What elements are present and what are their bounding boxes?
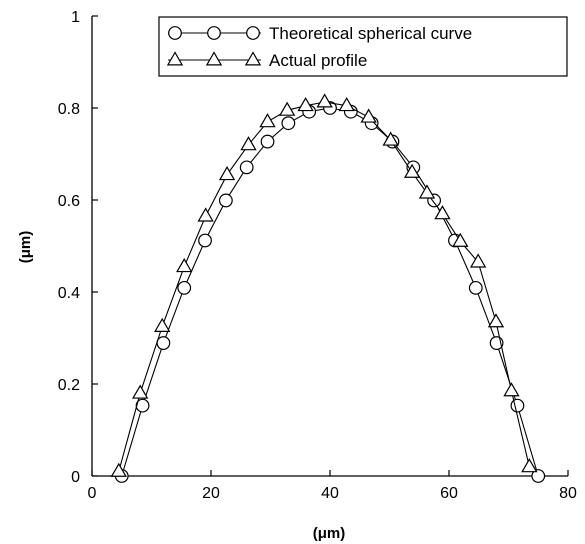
circle-marker xyxy=(531,469,546,483)
series-line xyxy=(118,101,530,472)
triangle-marker xyxy=(132,384,149,399)
y-tick-label: 0.6 xyxy=(58,193,80,210)
circle-marker xyxy=(218,193,233,208)
y-tick-label: 0 xyxy=(71,469,80,486)
triangle-marker xyxy=(110,462,127,477)
triangle-marker xyxy=(382,131,399,146)
legend-box xyxy=(158,16,568,77)
triangle-marker xyxy=(278,101,296,116)
triangle-marker xyxy=(197,207,214,222)
triangle-marker xyxy=(418,184,436,199)
y-tick-label: 0.4 xyxy=(58,285,80,302)
triangle-marker xyxy=(521,458,538,473)
triangle-marker xyxy=(452,232,469,247)
triangle-marker xyxy=(154,317,171,332)
y-tick-label: 0.8 xyxy=(58,101,80,118)
triangle-marker xyxy=(297,96,314,112)
series-circle xyxy=(114,101,546,483)
x-tick-label: 40 xyxy=(321,485,339,502)
circle-marker xyxy=(239,160,254,175)
circle-marker xyxy=(246,26,260,40)
legend-entry-circle: Theoretical spherical curve xyxy=(168,24,472,43)
triangle-marker xyxy=(240,136,257,151)
legend: Theoretical spherical curve Actual profil… xyxy=(158,16,568,77)
series-triangle xyxy=(110,93,538,477)
triangle-marker xyxy=(244,51,262,66)
circle-marker xyxy=(281,116,296,131)
axes: 0 20 40 60 80 0 0.2 0.4 0.6 0.8 1 xyxy=(58,9,577,502)
circle-marker xyxy=(468,280,483,295)
triangle-marker xyxy=(166,51,184,66)
legend-label: Theoretical spherical curve xyxy=(269,24,472,43)
circle-marker xyxy=(207,26,221,40)
triangle-marker xyxy=(176,257,193,273)
triangle-marker xyxy=(360,108,377,123)
triangle-marker xyxy=(487,313,505,328)
series-layer xyxy=(110,93,546,483)
triangle-marker xyxy=(434,205,451,220)
y-tick-label: 0.2 xyxy=(58,377,80,394)
y-axis-label: (μm) xyxy=(17,231,34,264)
x-tick-label: 60 xyxy=(440,485,458,502)
triangle-marker xyxy=(316,93,333,108)
circle-marker xyxy=(156,336,171,350)
legend-label: Actual profile xyxy=(269,51,367,70)
triangle-marker xyxy=(403,163,421,178)
legend-entry-triangle: Actual profile xyxy=(166,51,367,70)
y-tick-label: 1 xyxy=(71,9,80,26)
triangle-marker xyxy=(218,165,236,181)
circle-marker xyxy=(510,398,525,413)
triangle-marker xyxy=(259,113,276,128)
circle-marker xyxy=(260,134,275,149)
x-tick-label: 80 xyxy=(559,485,577,502)
circle-marker xyxy=(198,233,212,248)
triangle-marker xyxy=(469,253,487,268)
x-tick-label: 20 xyxy=(202,485,220,502)
circle-marker xyxy=(168,26,182,40)
triangle-marker xyxy=(205,51,223,66)
circle-marker xyxy=(177,280,192,295)
x-axis-label: (μm) xyxy=(313,525,346,542)
triangle-marker xyxy=(503,382,520,397)
x-tick-label: 0 xyxy=(88,485,97,502)
triangle-marker xyxy=(338,96,355,112)
